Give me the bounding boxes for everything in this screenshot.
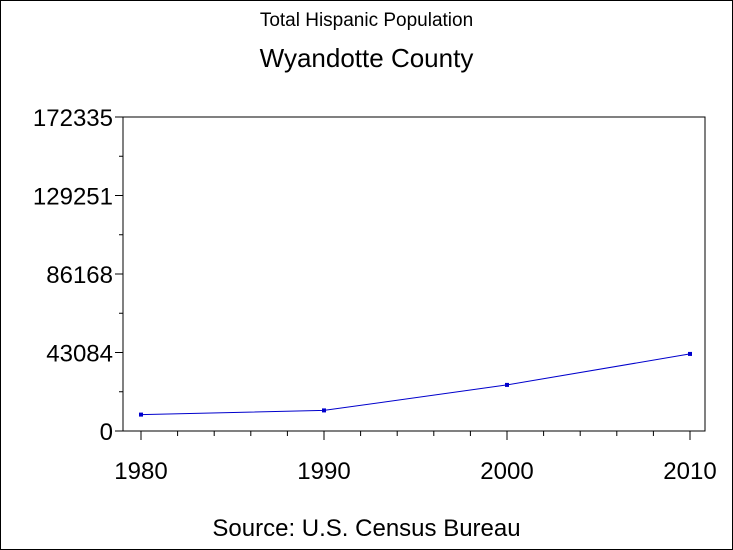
x-tick-label: 2000 bbox=[480, 458, 533, 485]
chart-subtitle: Wyandotte County bbox=[259, 43, 474, 73]
series-line bbox=[140, 353, 691, 416]
y-tick-label: 43084 bbox=[46, 340, 113, 367]
data-point bbox=[139, 412, 143, 417]
x-tick-label: 2010 bbox=[663, 458, 716, 485]
x-tick-label: 1980 bbox=[114, 458, 167, 485]
data-point bbox=[688, 351, 692, 356]
x-axis: 1980 1990 2000 2010 bbox=[114, 431, 717, 485]
source-note: Source: U.S. Census Bureau bbox=[212, 515, 521, 542]
y-tick-label: 86168 bbox=[46, 262, 113, 289]
data-point bbox=[505, 382, 509, 387]
y-tick-label: 172335 bbox=[33, 105, 113, 132]
chart-title: Total Hispanic Population bbox=[259, 10, 474, 31]
data-series bbox=[139, 351, 692, 417]
y-tick-label: 129251 bbox=[33, 184, 113, 211]
data-point bbox=[322, 408, 326, 413]
x-tick-label: 1990 bbox=[297, 458, 350, 485]
line-chart: 0 43084 86168 129251 172335 1980 1990 2000 2010 bbox=[33, 105, 717, 485]
y-axis: 0 43084 86168 129251 172335 bbox=[33, 105, 123, 446]
plot-area bbox=[122, 116, 706, 432]
y-tick-label: 0 bbox=[100, 419, 113, 446]
